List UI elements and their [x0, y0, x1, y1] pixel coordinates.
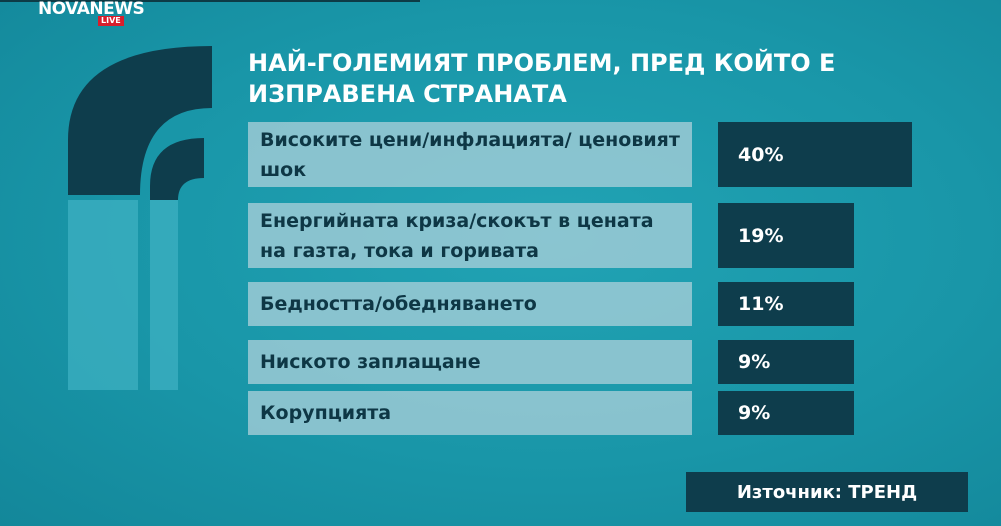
live-badge: LIVE: [98, 16, 124, 26]
channel-logo: NOVANEWS LIVE: [38, 0, 145, 30]
category-label-box: Високите цени/инфлацията/ ценовият шок: [248, 122, 692, 187]
right-pillar: [150, 200, 178, 390]
chart-title: НАЙ-ГОЛЕМИЯТ ПРОБЛЕМ, ПРЕД КОЙТО Е ИЗПРА…: [248, 49, 836, 108]
decorative-arch-graphic: [68, 46, 212, 390]
logo-wordmark: NOVANEWS: [38, 0, 145, 19]
category-label-box: Енергийната криза/скокът в цената на газ…: [248, 203, 692, 268]
inner-arch-shape: [150, 138, 204, 200]
category-label: Бедността/обедняването: [260, 293, 537, 315]
value-label: 11%: [738, 293, 784, 315]
category-label: Енергийната криза/скокът в цената на газ…: [260, 209, 654, 262]
chart-row: Ниското заплащане 9%: [248, 340, 948, 384]
value-label: 40%: [738, 143, 784, 166]
value-label: 9%: [738, 402, 771, 424]
category-label: Корупцията: [260, 402, 392, 424]
outer-arch-shape: [68, 46, 212, 195]
chart-row: Бедността/обедняването 11%: [248, 282, 948, 326]
category-label: Високите цени/инфлацията/ ценовият шок: [260, 128, 680, 181]
value-bar: 19%: [718, 203, 854, 268]
value-bar: 40%: [718, 122, 912, 187]
value-label: 9%: [738, 351, 771, 373]
chart-row: Корупцията 9%: [248, 391, 948, 435]
chart-row: Високите цени/инфлацията/ ценовият шок 40…: [248, 122, 948, 187]
top-border-line: [0, 0, 420, 2]
category-label-box: Бедността/обедняването: [248, 282, 692, 326]
chart-row: Енергийната криза/скокът в цената на газ…: [248, 203, 948, 268]
category-label: Ниското заплащане: [260, 351, 481, 373]
value-bar: 9%: [718, 391, 854, 435]
category-label-box: Корупцията: [248, 391, 692, 435]
source-label: Източник: ТРЕНД: [686, 472, 968, 512]
category-label-box: Ниското заплащане: [248, 340, 692, 384]
value-bar: 9%: [718, 340, 854, 384]
left-pillar: [68, 200, 138, 390]
value-bar: 11%: [718, 282, 854, 326]
value-label: 19%: [738, 224, 784, 247]
